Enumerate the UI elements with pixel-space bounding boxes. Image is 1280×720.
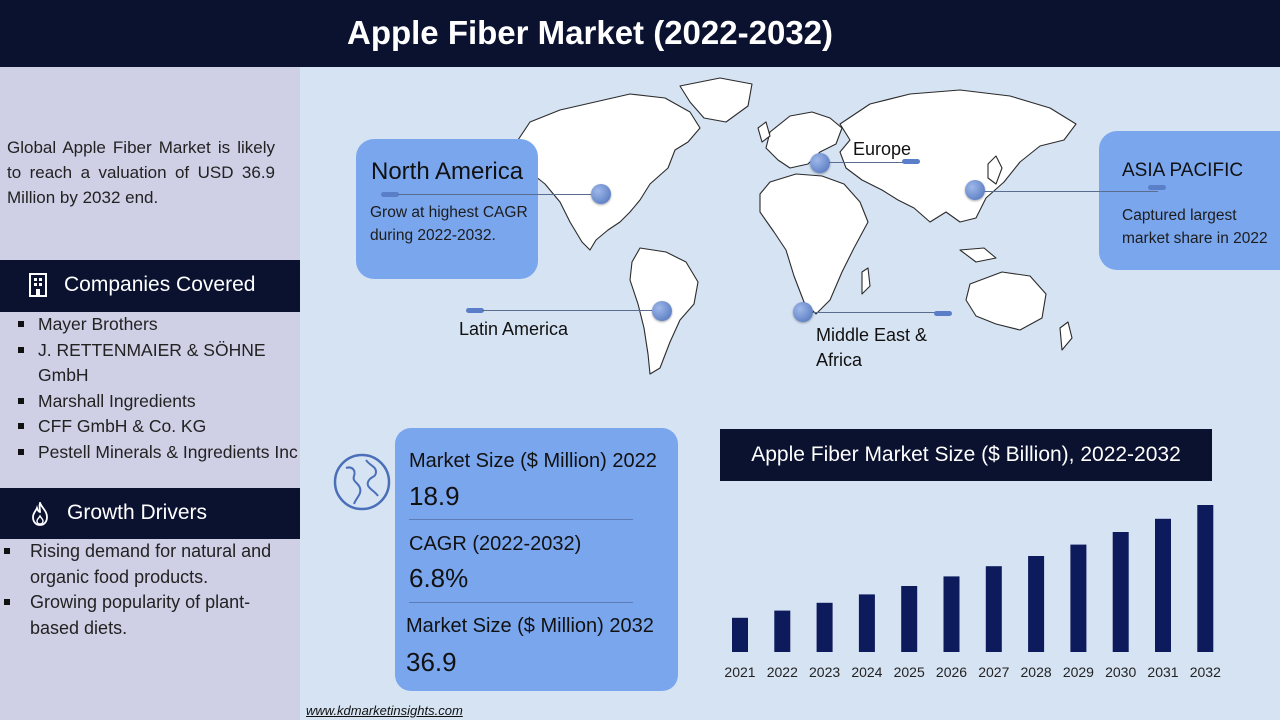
latin-america-marker	[652, 301, 672, 321]
x-tick-label: 2024	[851, 664, 882, 680]
list-item: Pestell Minerals & Ingredients Inc	[8, 440, 298, 466]
bar-2024	[858, 594, 875, 652]
stat-cagr-label: CAGR (2022-2032)	[409, 533, 582, 555]
companies-list: Mayer Brothers J. RETTENMAIER & SÖHNE Gm…	[8, 312, 298, 465]
mea-marker	[793, 302, 813, 322]
europe-label: Europe	[853, 139, 912, 159]
map-australia	[965, 271, 1047, 331]
bar-2026	[943, 576, 960, 652]
flame-icon	[30, 500, 50, 532]
map-japan	[987, 155, 1003, 185]
list-item: Mayer Brothers	[8, 312, 298, 338]
mea-dash	[934, 311, 952, 316]
sidebar: Global Apple Fiber Market is likely to r…	[0, 67, 300, 720]
latin-america-connector	[482, 310, 654, 311]
stat-2022-value: 18.9	[409, 481, 460, 511]
latin-america-label: Latin America	[459, 319, 569, 339]
asia-pacific-marker	[965, 180, 985, 200]
map-asia	[839, 89, 1077, 223]
bar-2032	[1197, 505, 1214, 652]
bar-2031	[1155, 518, 1171, 652]
stats-card	[395, 428, 678, 691]
header-bar: Apple Fiber Market (2022-2032)	[0, 0, 1280, 67]
map-uk	[757, 121, 771, 143]
mea-label: Middle East & Africa	[816, 325, 928, 370]
stat-2022-label: Market Size ($ Million) 2022	[409, 450, 657, 472]
list-item: Marshall Ingredients	[8, 389, 298, 415]
europe-dash	[902, 159, 920, 164]
chart-title: Apple Fiber Market Size ($ Billion), 202…	[720, 429, 1212, 481]
bar-2030	[1112, 532, 1129, 652]
stat-divider	[409, 602, 633, 603]
drivers-section-header: Growth Drivers	[0, 488, 300, 539]
x-tick-label: 2032	[1190, 664, 1221, 680]
bar-2023	[816, 602, 833, 652]
companies-section-header: Companies Covered	[0, 260, 300, 312]
bar-chart: 2021 2022 2023 2024 2025 2026 2027 2028 2029 2030…	[724, 505, 1221, 680]
north-america-card	[356, 139, 538, 279]
north-america-connector	[398, 194, 601, 195]
mea-connector	[812, 312, 940, 313]
asia-pacific-card	[1099, 131, 1280, 270]
stat-2032-label: Market Size ($ Million) 2032	[406, 615, 654, 637]
stat-divider	[409, 519, 633, 520]
bar-2025	[901, 586, 918, 652]
bar-2028	[1028, 556, 1045, 652]
x-tick-label: 2021	[724, 664, 755, 680]
asia-pacific-connector	[984, 191, 1158, 192]
footer-link[interactable]: www.kdmarketinsights.com	[306, 703, 463, 718]
map-greenland	[679, 77, 753, 123]
x-tick-label: 2023	[809, 664, 840, 680]
drivers-list: Rising demand for natural and organic fo…	[0, 539, 298, 641]
latin-america-dash	[466, 308, 484, 313]
map-new-zealand	[1059, 321, 1073, 351]
asia-pacific-title: ASIA PACIFIC	[1122, 160, 1244, 181]
intro-text: Global Apple Fiber Market is likely to r…	[7, 138, 275, 207]
building-icon	[28, 273, 48, 303]
map-north-america	[509, 93, 701, 251]
x-tick-label: 2027	[978, 664, 1009, 680]
europe-connector	[829, 162, 909, 163]
x-tick-label: 2025	[894, 664, 925, 680]
companies-section-title: Companies Covered	[64, 273, 256, 296]
north-america-desc: Grow at highest CAGR during 2022-2032.	[370, 204, 528, 244]
x-tick-label: 2030	[1105, 664, 1136, 680]
world-map	[509, 77, 1077, 375]
list-item: CFF GmbH & Co. KG	[8, 414, 298, 440]
x-tick-label: 2029	[1063, 664, 1094, 680]
europe-marker	[810, 153, 830, 173]
drivers-section-title: Growth Drivers	[67, 501, 208, 524]
north-america-marker	[591, 184, 611, 204]
map-europe	[765, 111, 843, 169]
map-madagascar	[861, 267, 871, 295]
stat-2032-value: 36.9	[406, 647, 457, 677]
list-item: Growing popularity of plant-based diets.	[0, 590, 298, 641]
bar-2027	[985, 566, 1002, 652]
list-item: J. RETTENMAIER & SÖHNE GmbH	[8, 338, 298, 389]
x-tick-label: 2031	[1147, 664, 1178, 680]
bar-2021	[732, 617, 748, 652]
x-tick-label: 2028	[1021, 664, 1052, 680]
globe-icon	[332, 452, 392, 517]
x-tick-label: 2026	[936, 664, 967, 680]
map-indonesia	[959, 247, 997, 263]
stat-cagr-value: 6.8%	[409, 563, 469, 593]
north-america-dash	[381, 192, 399, 197]
bar-2022	[774, 610, 791, 652]
map-africa	[759, 173, 869, 315]
x-tick-label: 2022	[767, 664, 798, 680]
asia-pacific-desc: Captured largest market share in 2022	[1122, 207, 1268, 247]
page-title: Apple Fiber Market (2022-2032)	[346, 14, 834, 51]
list-item: Rising demand for natural and organic fo…	[0, 539, 298, 590]
asia-pacific-dash	[1148, 185, 1166, 190]
bar-2029	[1070, 544, 1087, 652]
north-america-title: North America	[371, 158, 524, 185]
